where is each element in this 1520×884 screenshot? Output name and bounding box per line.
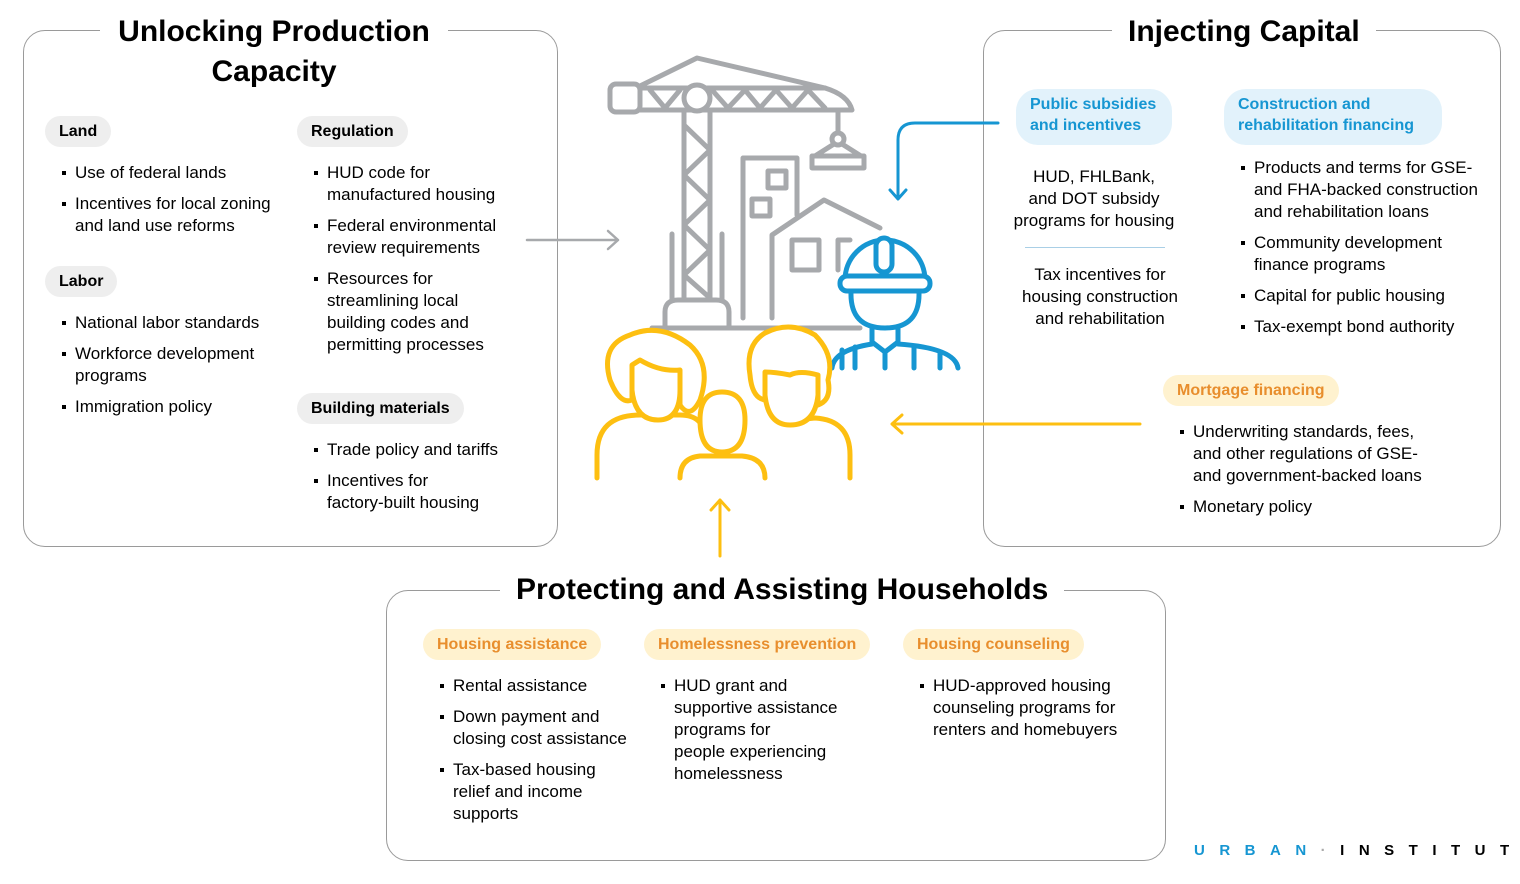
households-title: Protecting and Assisting Households [500,570,1065,610]
list-item: Monetary policy [1180,496,1422,518]
housing-counseling-list: HUD-approved housing counseling programs… [920,675,1117,750]
mortgage-financing-list: Underwriting standards, fees, and other … [1180,421,1422,527]
list-item: Capital for public housing [1241,285,1478,307]
regulation-list: HUD code for manufactured housing Federal… [314,162,496,365]
housing-counseling-pill: Housing counseling [903,629,1084,660]
construction-financing-pill: Construction and rehabilitation financin… [1224,89,1442,145]
divider [1025,247,1165,248]
urban-institute-logo: URBAN·INSTITUTE [1194,842,1520,859]
blue-arrow-icon [888,121,1000,201]
list-item: Down payment and closing cost assistance [440,706,627,750]
list-item: Products and terms for GSE- and FHA-back… [1241,157,1478,223]
logo-urban: URBAN [1194,842,1321,859]
housing-assistance-list: Rental assistance Down payment and closin… [440,675,627,834]
list-item: Immigration policy [62,396,259,418]
homelessness-prevention-pill: Homelessness prevention [644,629,871,660]
list-item: Trade policy and tariffs [314,439,498,461]
list-item: Incentives for factory-built housing [314,470,498,514]
yellow-arrow-up-icon [709,498,731,558]
list-item: Workforce development programs [62,343,259,387]
list-item: Resources for streamlining local buildin… [314,268,496,356]
building-materials-list: Trade policy and tariffs Incentives for f… [314,439,498,523]
injecting-capital-title: Injecting Capital [1112,12,1376,52]
land-pill: Land [45,116,112,147]
production-capacity-title: Unlocking Production Capacity [100,12,448,92]
family-icon [594,324,853,481]
tax-incentives-text: Tax incentives for housing construction … [1022,265,1178,328]
list-item: Underwriting standards, fees, and other … [1180,421,1422,487]
labor-pill: Labor [45,266,118,297]
construction-worker-icon [829,235,961,371]
list-item: Community development finance programs [1241,232,1478,276]
crane-building-icon [607,55,883,331]
list-item: Tax-based housing relief and income supp… [440,759,627,825]
housing-assistance-pill: Housing assistance [423,629,602,660]
list-item: HUD grant and supportive assistance prog… [661,675,837,785]
list-item: Use of federal lands [62,162,271,184]
logo-separator: · [1320,842,1341,859]
list-item: Tax-exempt bond authority [1241,316,1478,338]
gray-arrow-icon [525,229,620,251]
yellow-arrow-left-icon [890,413,1142,435]
list-item: Incentives for local zoning and land use… [62,193,271,237]
mortgage-financing-pill: Mortgage financing [1163,375,1339,406]
list-item: Federal environmental review requirement… [314,215,496,259]
subsidy-programs-text: HUD, FHLBank, and DOT subsidy programs f… [1013,167,1175,230]
labor-list: National labor standards Workforce develo… [62,312,259,427]
list-item: National labor standards [62,312,259,334]
logo-institute: INSTITUTE [1340,842,1520,859]
regulation-pill: Regulation [297,116,408,147]
public-subsidies-pill: Public subsidies and incentives [1016,89,1172,145]
construction-financing-list: Products and terms for GSE- and FHA-back… [1241,157,1478,347]
list-item: Rental assistance [440,675,627,697]
list-item: HUD code for manufactured housing [314,162,496,206]
list-item: HUD-approved housing counseling programs… [920,675,1117,741]
land-list: Use of federal lands Incentives for local… [62,162,271,246]
building-materials-pill: Building materials [297,393,464,424]
homelessness-prevention-list: HUD grant and supportive assistance prog… [661,675,837,794]
